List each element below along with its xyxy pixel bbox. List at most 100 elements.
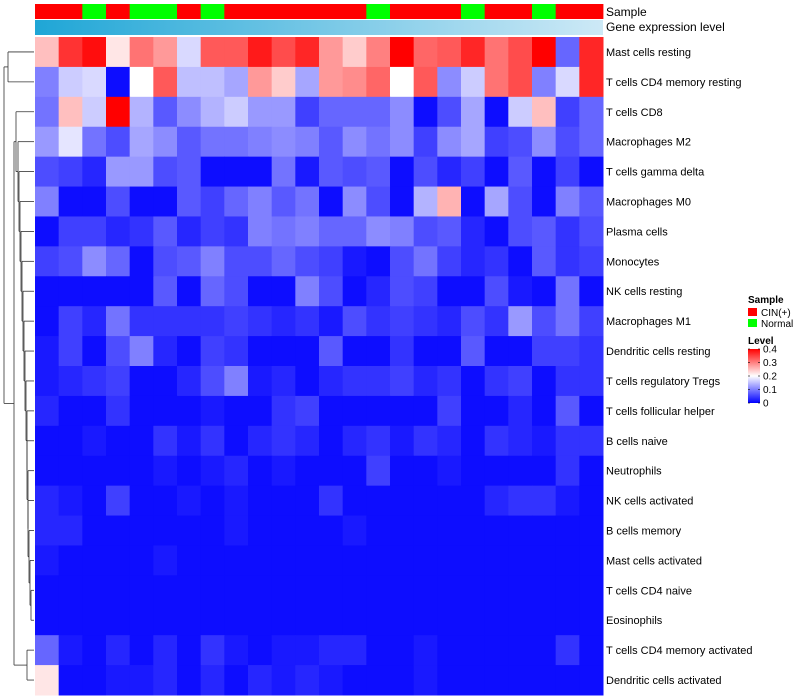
heatmap-cell <box>58 455 83 487</box>
heatmap-cell <box>82 485 107 517</box>
legend-label-normal: Normal <box>761 319 793 330</box>
heatmap-cell <box>319 96 344 128</box>
heatmap-cell <box>413 96 438 128</box>
heatmap-cell <box>484 336 509 367</box>
legend-sample-title: Sample <box>748 295 784 306</box>
heatmap-cell <box>484 276 509 307</box>
heatmap-cell <box>295 96 320 128</box>
heatmap-cell <box>58 156 83 188</box>
heatmap-cell <box>532 156 557 188</box>
row-label: NK cells activated <box>606 496 693 508</box>
heatmap-cell <box>413 66 438 98</box>
heatmap-cell <box>413 126 438 158</box>
heatmap-cell <box>295 665 320 696</box>
heatmap-cell <box>555 515 580 546</box>
heatmap-cell <box>437 515 462 546</box>
heatmap-cell <box>579 216 604 247</box>
heatmap-cell <box>437 126 462 158</box>
heatmap-cell <box>413 515 438 546</box>
heatmap-cell <box>319 216 344 247</box>
heatmap-cell <box>58 425 83 457</box>
heatmap-cell <box>461 96 486 128</box>
heatmap-cell <box>177 306 202 337</box>
heatmap-cell <box>224 635 249 666</box>
heatmap-cell <box>106 515 131 546</box>
sample-annotation-cell <box>484 4 509 19</box>
heatmap-cell <box>390 96 415 128</box>
heatmap-cell <box>295 186 320 217</box>
heatmap-cell <box>366 485 391 517</box>
heatmap-cell <box>555 425 580 457</box>
heatmap-cell <box>224 246 249 277</box>
heatmap-cell <box>319 156 344 188</box>
heatmap-cell <box>390 366 415 397</box>
row-label: Macrophages M2 <box>606 137 691 149</box>
heatmap-cell <box>342 216 367 247</box>
heatmap-cell <box>129 485 154 517</box>
heatmap-cell <box>35 425 60 457</box>
gene-expression-annotation-bar <box>35 20 603 35</box>
heatmap-cell <box>82 665 107 696</box>
sample-annotation-cell <box>532 4 557 19</box>
heatmap-cell <box>271 575 296 606</box>
heatmap-cell <box>508 246 533 277</box>
heatmap-cell <box>437 156 462 188</box>
heatmap-cell <box>555 126 580 158</box>
heatmap-cell <box>366 575 391 606</box>
heatmap-cell <box>58 545 83 576</box>
heatmap-cell <box>319 395 344 427</box>
heatmap-cell <box>437 306 462 337</box>
heatmap-cell <box>555 485 580 517</box>
heatmap-cell <box>437 216 462 247</box>
heatmap-cell <box>319 336 344 367</box>
heatmap-cell <box>106 336 131 367</box>
heatmap-cell <box>342 605 367 636</box>
heatmap-cell <box>82 545 107 576</box>
heatmap-cell <box>461 156 486 188</box>
heatmap-cell <box>82 306 107 337</box>
heatmap-cell <box>35 515 60 546</box>
heatmap-cell <box>271 336 296 367</box>
heatmap-cell <box>200 336 225 367</box>
heatmap-cell <box>129 545 154 576</box>
sample-annotation-cell <box>461 4 486 19</box>
heatmap-cell <box>271 485 296 517</box>
heatmap-cell <box>413 395 438 427</box>
heatmap-cell <box>461 425 486 457</box>
heatmap-cell <box>437 66 462 98</box>
heatmap-cell <box>200 455 225 487</box>
heatmap-cell <box>461 575 486 606</box>
heatmap-cell <box>461 366 486 397</box>
heatmap-cell <box>295 575 320 606</box>
sample-annotation-cell <box>82 4 107 19</box>
heatmap-cell <box>484 575 509 606</box>
heatmap-cell <box>555 455 580 487</box>
heatmap-cell <box>413 575 438 606</box>
heatmap-cell <box>271 66 296 98</box>
heatmap-cell <box>153 216 178 247</box>
heatmap-cell <box>129 515 154 546</box>
heatmap-cell <box>295 455 320 487</box>
heatmap-cell <box>82 515 107 546</box>
heatmap-cell <box>177 455 202 487</box>
heatmap-cell <box>248 605 273 636</box>
heatmap-cell <box>58 246 83 277</box>
heatmap-cell <box>390 635 415 666</box>
heatmap-cell <box>579 126 604 158</box>
heatmap-cell <box>35 336 60 367</box>
heatmap-cell <box>484 605 509 636</box>
heatmap-cell <box>390 156 415 188</box>
heatmap-cell <box>82 186 107 217</box>
heatmap-cell <box>390 186 415 217</box>
heatmap-cell <box>390 336 415 367</box>
heatmap-cell <box>58 515 83 546</box>
heatmap-cell <box>555 545 580 576</box>
heatmap-cell <box>129 246 154 277</box>
heatmap-cell <box>484 156 509 188</box>
legend-label-cin: CIN(+) <box>761 308 791 319</box>
heatmap-cell <box>58 366 83 397</box>
heatmap-cell <box>461 665 486 696</box>
heatmap-cell <box>58 216 83 247</box>
heatmap-cell <box>106 96 131 128</box>
heatmap-cell <box>413 216 438 247</box>
